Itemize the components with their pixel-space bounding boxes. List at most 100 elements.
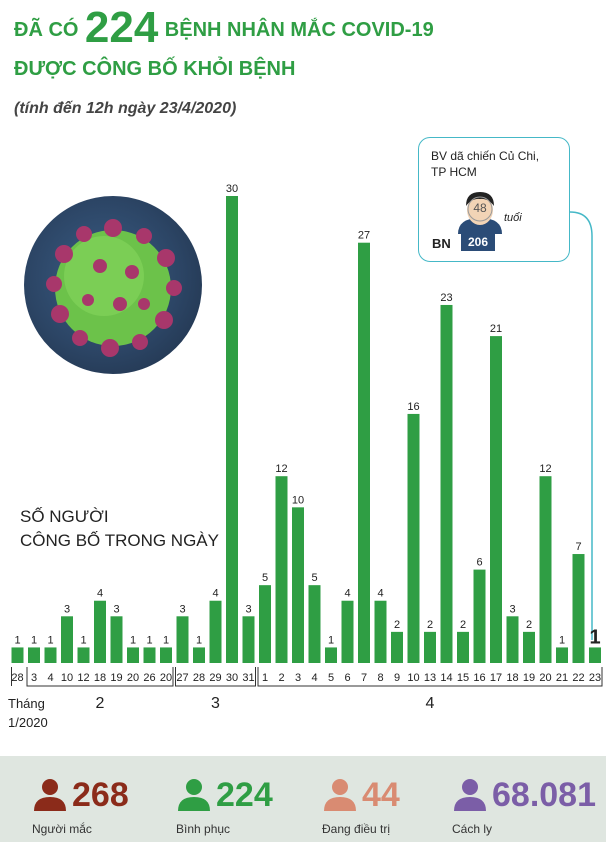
month-label: Tháng bbox=[8, 696, 45, 711]
bar-1-15 bbox=[259, 585, 271, 663]
bar-value-label: 4 bbox=[344, 588, 350, 600]
x-tick-label: 30 bbox=[226, 672, 238, 684]
callout-line2: TP HCM bbox=[431, 165, 477, 179]
x-tick-label: 9 bbox=[394, 672, 400, 684]
x-tick-label: 3 bbox=[31, 672, 37, 684]
bar-30-13 bbox=[226, 196, 238, 663]
x-tick-label: 6 bbox=[344, 672, 350, 684]
x-tick-label: 18 bbox=[94, 672, 106, 684]
bar-value-label: 1 bbox=[14, 634, 20, 646]
x-tick-label: 10 bbox=[407, 672, 419, 684]
bar-value-label: 12 bbox=[539, 463, 551, 475]
x-tick-label: 21 bbox=[556, 672, 568, 684]
bar-value-label: 1 bbox=[559, 634, 565, 646]
bar-value-label: 1 bbox=[80, 634, 86, 646]
x-tick-label: 27 bbox=[176, 672, 188, 684]
bar-value-label: 30 bbox=[226, 183, 238, 195]
month-bracket bbox=[175, 667, 256, 687]
bar-16-28 bbox=[473, 569, 486, 663]
stat-treating-value: 44 bbox=[362, 776, 400, 814]
bar-value-label: 1 bbox=[146, 634, 152, 646]
chart-annotation: SỐ NGƯỜI CÔNG BỐ TRONG NGÀY bbox=[20, 505, 219, 553]
x-tick-label: 31 bbox=[242, 672, 254, 684]
bar-21-33 bbox=[556, 647, 568, 663]
stat-cases-value: 268 bbox=[72, 776, 129, 814]
x-tick-label: 3 bbox=[295, 672, 301, 684]
bar-4-2 bbox=[44, 647, 57, 663]
month-label: 3 bbox=[211, 695, 220, 712]
x-tick-label: 23 bbox=[589, 672, 601, 684]
bar-value-label: 7 bbox=[575, 541, 581, 553]
bar-value-label: 2 bbox=[427, 619, 433, 631]
bar-22-34 bbox=[572, 554, 585, 663]
bar-value-label: 4 bbox=[97, 588, 103, 600]
title-suffix: BỆNH NHÂN MẮC COVID-19 bbox=[164, 19, 434, 41]
x-tick-label: 14 bbox=[440, 672, 452, 684]
bar-value-label: 1 bbox=[589, 626, 600, 648]
bar-31-14 bbox=[242, 616, 255, 663]
person-icon bbox=[178, 779, 210, 811]
bar-19-31 bbox=[523, 631, 535, 663]
virus-illustration bbox=[24, 196, 202, 374]
bar-20-32 bbox=[539, 476, 552, 663]
subtitle: (tính đến 12h ngày 23/4/2020) bbox=[14, 100, 237, 117]
x-tick-label: 7 bbox=[361, 672, 367, 684]
bar-value-label: 27 bbox=[358, 230, 370, 242]
stat-cases-label: Người mắc bbox=[32, 822, 92, 836]
x-tick-label: 19 bbox=[523, 672, 535, 684]
bar-28-0 bbox=[11, 647, 24, 663]
bar-value-label: 1 bbox=[47, 634, 53, 646]
bar-2-16 bbox=[275, 476, 288, 663]
bar-value-label: 5 bbox=[262, 572, 268, 584]
bar-value-label: 12 bbox=[275, 463, 287, 475]
person-icon bbox=[324, 779, 356, 811]
x-tick-label: 16 bbox=[473, 672, 485, 684]
x-tick-label: 20 bbox=[539, 672, 551, 684]
bar-10-24 bbox=[407, 413, 420, 663]
bar-14-26 bbox=[440, 304, 453, 663]
x-tick-label: 19 bbox=[110, 672, 122, 684]
page-title: ĐÃ CÓ 224 BỆNH NHÂN MẮC COVID-19 bbox=[14, 6, 604, 50]
patient-label: BN bbox=[432, 236, 451, 251]
bar-13-25 bbox=[424, 631, 436, 663]
bar-29-12 bbox=[209, 600, 222, 663]
bar-value-label: 3 bbox=[113, 603, 119, 615]
bar-value-label: 10 bbox=[292, 494, 304, 506]
bar-23-35 bbox=[589, 647, 601, 663]
stat-recovered-label: Bình phục bbox=[176, 822, 231, 836]
x-tick-label: 18 bbox=[506, 672, 518, 684]
bar-5-19 bbox=[325, 647, 337, 663]
callout-text: BV dã chiến Củ Chi, TP HCM bbox=[431, 148, 571, 180]
person-icon bbox=[454, 779, 486, 811]
x-tick-label: 13 bbox=[424, 672, 436, 684]
x-tick-label: 28 bbox=[193, 672, 205, 684]
bar-value-label: 16 bbox=[407, 401, 419, 413]
month-label: 1/2020 bbox=[8, 715, 48, 730]
bar-value-label: 6 bbox=[476, 557, 482, 569]
bar-value-label: 3 bbox=[245, 603, 251, 615]
x-tick-label: 29 bbox=[209, 672, 221, 684]
x-tick-label: 5 bbox=[328, 672, 334, 684]
bar-19-6 bbox=[110, 616, 123, 663]
bar-value-label: 21 bbox=[490, 323, 502, 335]
month-bracket bbox=[257, 667, 603, 687]
x-tick-label: 10 bbox=[61, 672, 73, 684]
bar-28-11 bbox=[193, 647, 205, 663]
x-tick-label: 22 bbox=[572, 672, 584, 684]
bar-7-21 bbox=[358, 242, 370, 663]
patient-id: 206 bbox=[461, 233, 495, 251]
patient-age: 48 bbox=[473, 201, 487, 215]
bar-value-label: 4 bbox=[377, 588, 383, 600]
x-tick-label: 20 bbox=[127, 672, 139, 684]
callout-line1: BV dã chiến Củ Chi, bbox=[431, 149, 540, 163]
bar-value-label: 2 bbox=[394, 619, 400, 631]
x-tick-label: 20 bbox=[160, 672, 172, 684]
bar-value-label: 1 bbox=[163, 634, 169, 646]
stat-recovered-value: 224 bbox=[216, 776, 273, 814]
annotation-line1: SỐ NGƯỜI bbox=[20, 507, 109, 526]
bar-value-label: 1 bbox=[196, 634, 202, 646]
bar-17-29 bbox=[490, 336, 502, 663]
stat-quarantine-label: Cách ly bbox=[452, 822, 493, 836]
title-line2: ĐƯỢC CÔNG BỐ KHỎI BỆNH bbox=[14, 58, 296, 80]
